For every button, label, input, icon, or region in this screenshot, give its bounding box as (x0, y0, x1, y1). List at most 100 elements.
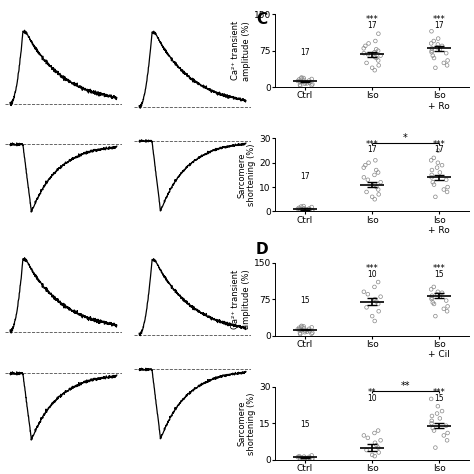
Point (432, 193, 439, 201)
Point (300, 76, 308, 84)
Point (306, 79, 313, 87)
Text: 10: 10 (367, 270, 377, 279)
Point (442, 297, 450, 304)
Text: *: * (403, 133, 408, 143)
Point (297, 323, 305, 331)
Point (364, 434, 372, 442)
Point (430, 283, 438, 291)
Point (436, 415, 444, 422)
Text: ***: *** (433, 388, 446, 397)
Point (296, 78, 303, 85)
Point (373, 298, 380, 305)
Point (295, 76, 303, 83)
Point (371, 53, 379, 61)
Point (364, 176, 372, 183)
Point (428, 292, 436, 300)
Point (371, 195, 379, 203)
Point (308, 82, 315, 89)
Point (308, 330, 315, 337)
Point (364, 291, 372, 298)
Point (374, 30, 382, 37)
Point (371, 452, 379, 460)
Y-axis label: Sarcomere
shortening (%): Sarcomere shortening (%) (237, 144, 256, 206)
Point (360, 288, 368, 296)
Point (432, 444, 439, 451)
Point (296, 205, 303, 213)
Point (305, 453, 313, 461)
Point (375, 449, 383, 456)
Text: **: ** (368, 388, 376, 397)
Point (365, 40, 373, 47)
Point (428, 419, 436, 427)
Point (371, 181, 379, 189)
Point (360, 164, 367, 172)
Point (374, 427, 382, 434)
Point (374, 300, 382, 308)
Point (377, 293, 384, 301)
Point (303, 328, 311, 336)
Point (303, 455, 311, 462)
Point (362, 161, 369, 169)
Point (436, 46, 444, 53)
Point (296, 330, 304, 338)
Point (301, 206, 309, 213)
Text: 15: 15 (300, 420, 310, 429)
Point (377, 437, 384, 444)
Text: 17: 17 (300, 172, 310, 181)
Point (295, 324, 303, 332)
Point (371, 429, 378, 437)
Point (432, 312, 439, 320)
Point (301, 206, 309, 214)
Point (372, 37, 379, 45)
Point (438, 42, 446, 50)
Point (371, 317, 379, 325)
Point (434, 41, 442, 48)
Point (428, 48, 436, 56)
Point (297, 203, 305, 210)
Point (444, 429, 451, 437)
Point (433, 164, 441, 172)
Point (374, 278, 382, 286)
Text: 10: 10 (367, 394, 377, 403)
Point (429, 52, 437, 59)
Point (301, 454, 309, 462)
Point (434, 147, 442, 155)
Text: **: ** (401, 381, 410, 391)
Point (430, 54, 438, 62)
Text: D: D (256, 242, 269, 257)
Point (436, 293, 444, 301)
Point (428, 173, 436, 181)
Point (374, 169, 382, 176)
Point (377, 52, 384, 59)
Point (444, 57, 451, 64)
Point (430, 300, 438, 308)
Text: ***: *** (433, 16, 446, 25)
Point (296, 455, 304, 463)
Point (428, 417, 436, 425)
Point (296, 329, 304, 337)
Point (296, 207, 304, 215)
Point (297, 75, 305, 82)
Point (295, 204, 303, 211)
Text: 17: 17 (434, 146, 444, 155)
Point (300, 202, 307, 210)
Point (428, 171, 436, 179)
Point (433, 410, 441, 417)
Point (305, 325, 313, 333)
Point (430, 181, 438, 189)
Point (360, 173, 368, 181)
Point (308, 75, 316, 83)
Text: ***: *** (366, 264, 378, 273)
Point (363, 446, 370, 454)
Point (428, 45, 436, 52)
Point (430, 154, 438, 162)
Y-axis label: Ca²⁺ transient
amplitude (%): Ca²⁺ transient amplitude (%) (231, 269, 251, 329)
Point (301, 80, 309, 88)
Point (300, 204, 308, 212)
Point (298, 327, 305, 334)
Point (296, 456, 304, 463)
Text: ***: *** (433, 140, 446, 149)
Point (306, 328, 313, 335)
Point (298, 74, 305, 82)
Point (442, 176, 450, 183)
